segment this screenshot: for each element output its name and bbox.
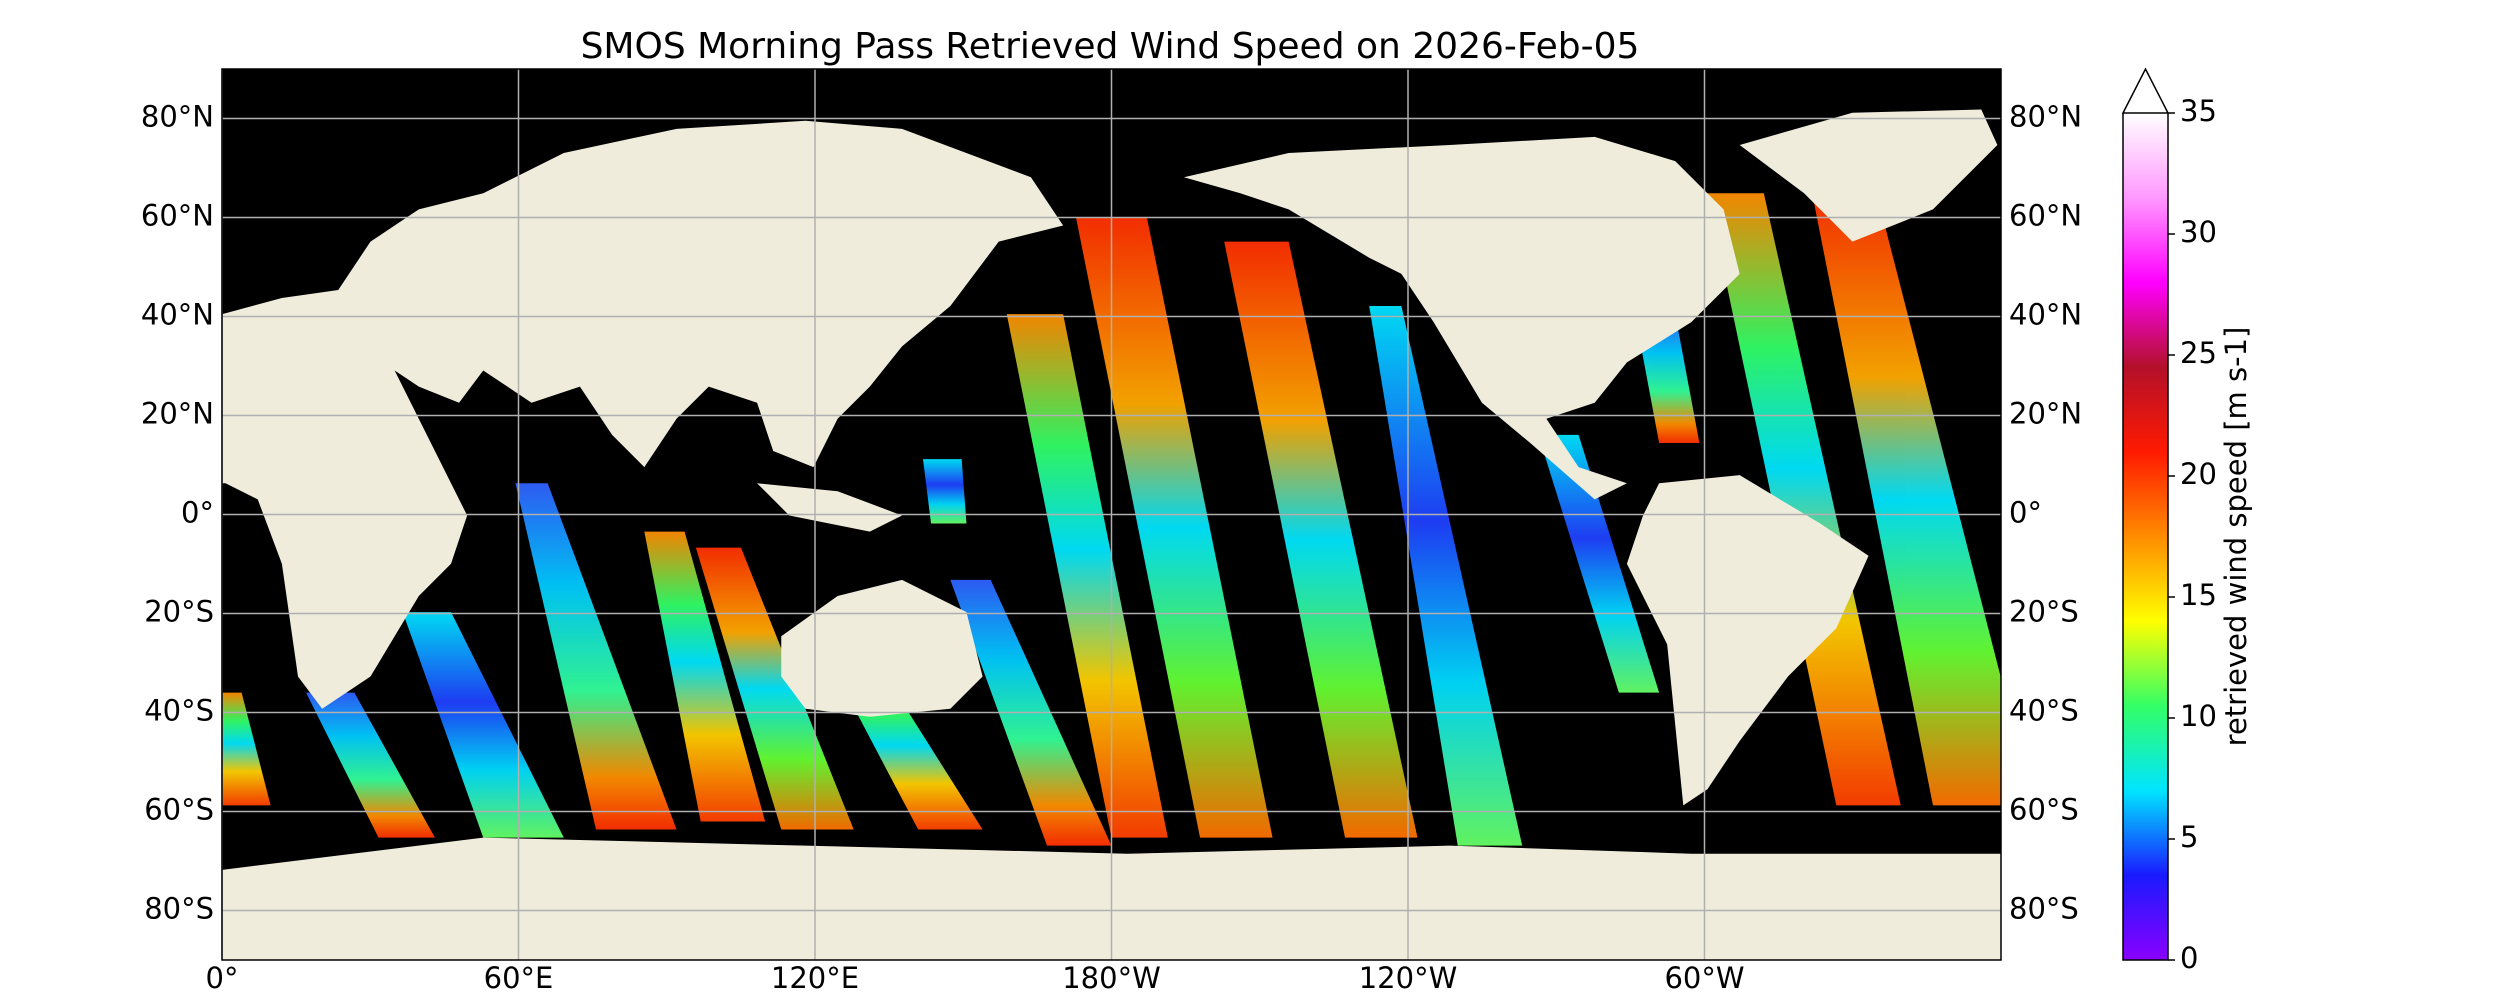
lat-tick-label-right: 0°: [2009, 496, 2042, 530]
lon-tick-label: 120°E: [771, 961, 859, 995]
lat-tick-label: 60°N: [141, 199, 214, 233]
greenland: [1739, 109, 1998, 242]
lon-tick-label: 60°E: [484, 961, 554, 995]
grid: [221, 69, 2001, 960]
colorbar-tick-label: 0: [2180, 941, 2198, 975]
islands: [757, 483, 903, 532]
lat-tick-label: 80°N: [141, 100, 214, 134]
lon-tick-label: 180°W: [1062, 961, 1161, 995]
swath: [1707, 193, 1901, 806]
colorbar: [2123, 113, 2168, 960]
south-america: [1626, 475, 1869, 806]
lat-tick-label-right: 80°N: [2009, 100, 2082, 134]
lat-tick-label-right: 60°S: [2009, 793, 2079, 827]
colorbar-tick-label: 20: [2180, 457, 2217, 491]
lat-tick-label: 80°S: [144, 892, 214, 926]
swaths: [222, 193, 2001, 846]
lat-tick-label: 40°N: [141, 298, 214, 332]
lon-tick-label: 0°: [206, 961, 239, 995]
colorbar-tick-label: 5: [2180, 820, 2198, 854]
swath: [1538, 434, 1660, 693]
lat-tick-label-right: 60°N: [2009, 199, 2082, 233]
colorbar-tick-label: 35: [2180, 94, 2217, 128]
swath: [1812, 193, 2001, 806]
lat-tick-label-right: 40°N: [2009, 298, 2082, 332]
colorbar-tick-label: 10: [2180, 699, 2217, 733]
lat-tick-label: 20°N: [141, 397, 214, 431]
swath: [922, 459, 967, 524]
colorbar-outline: [2122, 113, 2169, 961]
lon-tick-label: 120°W: [1359, 961, 1458, 995]
lat-tick-label-right: 20°S: [2009, 595, 2079, 629]
lat-tick-label: 40°S: [144, 694, 214, 728]
lat-tick-label-right: 80°S: [2009, 892, 2079, 926]
swath: [222, 692, 271, 806]
map-frame: [221, 68, 2002, 961]
swath: [402, 612, 564, 838]
swath: [1076, 217, 1273, 838]
lat-tick-label: 0°: [181, 496, 214, 530]
north-america: [1183, 136, 1740, 500]
lat-tick-label: 20°S: [144, 595, 214, 629]
swath: [1006, 314, 1168, 838]
map-title: SMOS Morning Pass Retrieved Wind Speed o…: [581, 26, 1640, 67]
lat-tick-label-right: 40°S: [2009, 694, 2079, 728]
colorbar-label: retrieved wind speed [m s-1]: [2219, 327, 2253, 747]
colorbar-extension: [2121, 67, 2170, 114]
swath: [306, 692, 435, 838]
lon-tick-label: 60°W: [1664, 961, 1744, 995]
colorbar-tick-label: 25: [2180, 336, 2217, 370]
colorbar-tick-label: 15: [2180, 578, 2217, 612]
colorbar-tick-label: 30: [2180, 215, 2217, 249]
lat-tick-label-right: 20°N: [2009, 397, 2082, 431]
swath: [644, 531, 766, 822]
lat-tick-label: 60°S: [144, 793, 214, 827]
swath: [1224, 241, 1418, 838]
swath: [515, 483, 677, 830]
